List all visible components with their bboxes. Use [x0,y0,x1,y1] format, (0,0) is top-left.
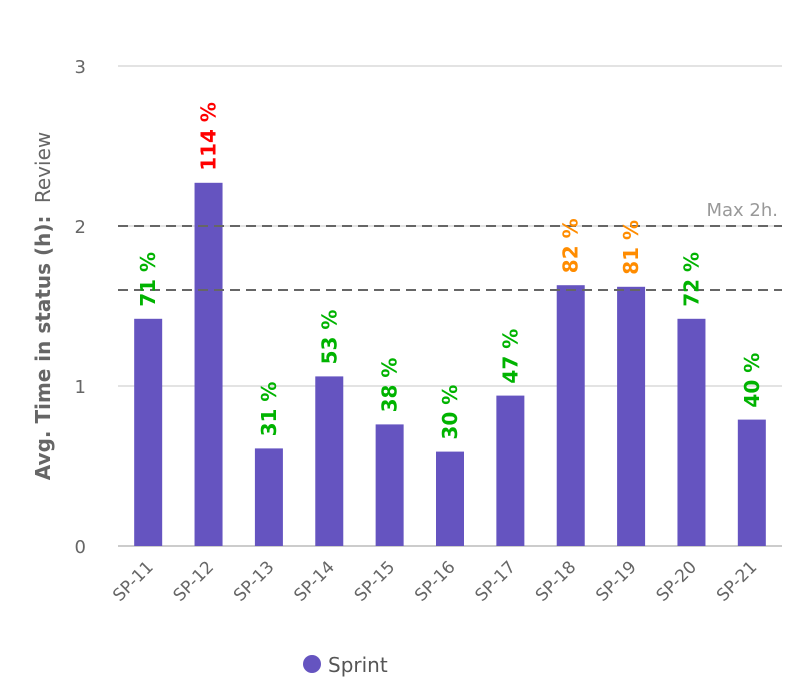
bar-sp-16[interactable] [436,451,464,546]
y-tick-labels: 0 1 2 3 [75,57,86,558]
x-tick-label: SP-18 [532,557,580,605]
bars [134,182,766,547]
data-label: 71 % [136,252,160,307]
x-tick-label: SP-20 [653,557,701,605]
data-label: 82 % [559,218,583,273]
bar-sp-20[interactable] [677,318,706,546]
bar-sp-12[interactable] [194,182,223,547]
data-labels: 71 % 114 % 31 % 53 % 38 % 30 % 47 % 82 % 81 % 72 … [136,102,764,440]
data-label: 81 % [619,220,643,275]
data-label: 114 % [197,102,221,171]
y-axis-title-main: Avg. Time in status (h): [31,215,55,480]
y-tick-label: 3 [75,57,86,78]
data-label: 53 % [317,310,341,365]
x-tick-label: SP-21 [713,557,761,605]
x-tick-label: SP-16 [411,557,459,605]
bar-sp-17[interactable] [496,395,525,546]
bar-sp-14[interactable] [315,376,344,546]
bar-sp-19[interactable] [617,286,646,546]
data-label: 72 % [679,252,703,307]
reference-lines: Max 2h. [118,200,782,291]
legend-label: Sprint [328,653,388,677]
y-axis-title: Avg. Time in status (h): Review [31,132,55,480]
data-label: 30 % [438,385,462,440]
y-axis-title-status: Review [31,132,55,203]
data-label: 38 % [378,358,402,413]
x-tick-label: SP-11 [109,557,157,605]
data-label: 31 % [257,382,281,437]
bar-sp-21[interactable] [737,419,766,546]
legend-item-sprint[interactable]: Sprint [303,653,388,677]
x-tick-label: SP-12 [170,557,218,605]
x-tick-label: SP-19 [592,557,640,605]
data-label: 40 % [740,353,764,408]
reference-line-label: Max 2h. [706,200,778,221]
x-tick-label: SP-15 [351,557,399,605]
legend-marker [303,655,321,673]
bar-sp-11[interactable] [134,318,163,546]
bar-sp-13[interactable] [254,448,283,546]
x-tick-label: SP-13 [230,557,278,605]
x-tick-label: SP-14 [290,557,338,605]
x-tick-labels: SP-11 SP-12 SP-13 SP-14 SP-15 SP-16 SP-17 SP-18… [109,557,761,605]
data-label: 47 % [498,329,522,384]
y-tick-label: 1 [75,377,86,398]
x-tick-label: SP-17 [472,557,520,605]
y-tick-label: 0 [75,537,86,558]
bar-sp-15[interactable] [375,424,404,546]
bar-sp-18[interactable] [556,285,585,546]
y-tick-label: 2 [75,217,86,238]
